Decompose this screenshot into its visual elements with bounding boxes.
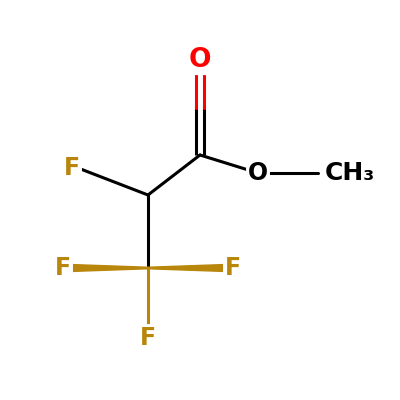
Polygon shape [148, 264, 226, 272]
Text: O: O [248, 161, 268, 185]
Text: F: F [64, 156, 80, 180]
Text: F: F [225, 256, 241, 280]
Text: F: F [55, 256, 71, 280]
Text: O: O [189, 47, 211, 73]
Text: CH₃: CH₃ [325, 161, 375, 185]
Text: F: F [140, 326, 156, 350]
Polygon shape [70, 264, 148, 272]
